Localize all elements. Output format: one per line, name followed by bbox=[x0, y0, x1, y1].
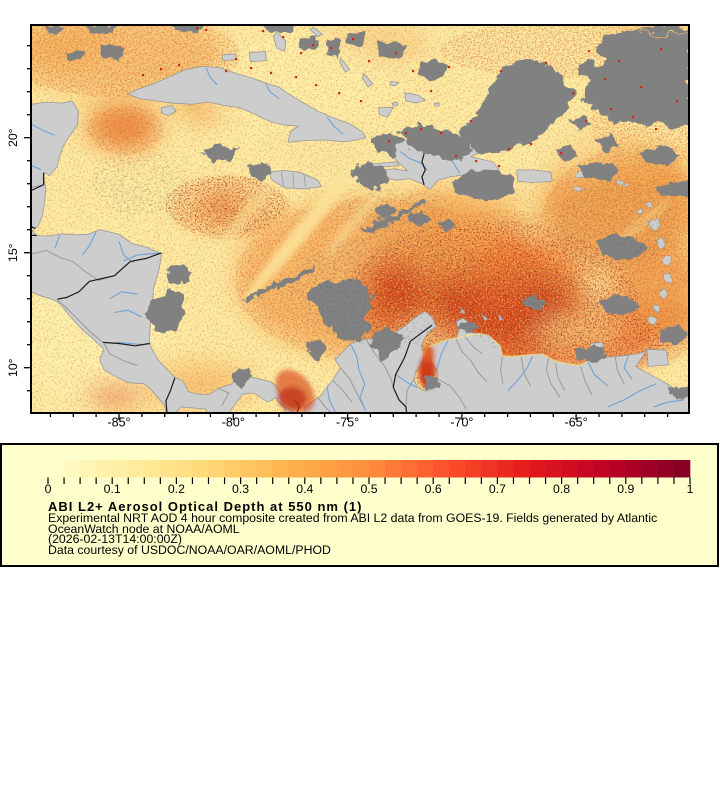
svg-text:0.4: 0.4 bbox=[296, 482, 313, 496]
svg-text:0.3: 0.3 bbox=[232, 482, 249, 496]
svg-text:1: 1 bbox=[687, 482, 694, 496]
svg-text:0.2: 0.2 bbox=[168, 482, 185, 496]
svg-text:20°: 20° bbox=[6, 128, 20, 147]
svg-text:0.5: 0.5 bbox=[360, 482, 377, 496]
svg-text:-75°: -75° bbox=[336, 416, 359, 430]
svg-text:-85°: -85° bbox=[107, 416, 130, 430]
svg-text:0.9: 0.9 bbox=[617, 482, 634, 496]
svg-text:-65°: -65° bbox=[565, 416, 588, 430]
svg-text:0.7: 0.7 bbox=[489, 482, 506, 496]
svg-text:0.1: 0.1 bbox=[104, 482, 121, 496]
svg-text:0.8: 0.8 bbox=[553, 482, 570, 496]
svg-text:-70°: -70° bbox=[450, 416, 473, 430]
svg-text:0.6: 0.6 bbox=[425, 482, 442, 496]
svg-text:15°: 15° bbox=[6, 243, 20, 262]
svg-text:0: 0 bbox=[45, 482, 52, 496]
svg-text:10°: 10° bbox=[6, 358, 20, 377]
svg-text:-80°: -80° bbox=[222, 416, 245, 430]
